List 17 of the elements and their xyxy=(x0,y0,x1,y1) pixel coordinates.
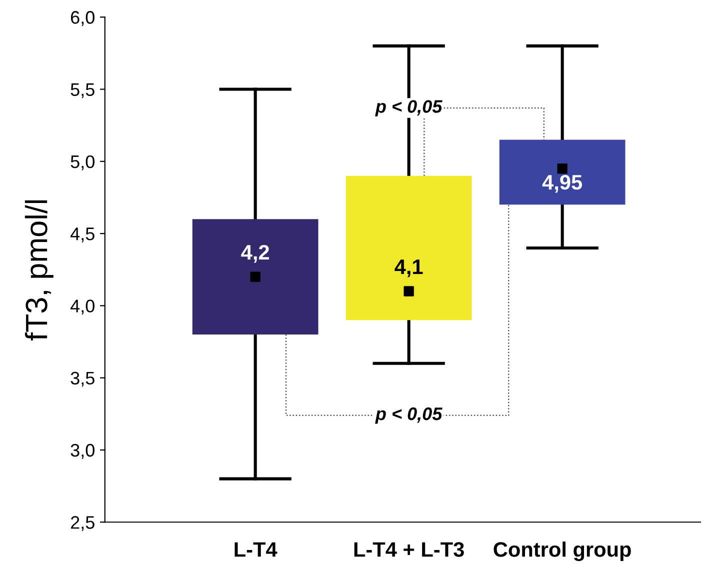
text: 4,1 xyxy=(394,260,423,278)
y-tick-label: 5,5 xyxy=(70,83,94,98)
y-tick-label: 3,0 xyxy=(70,444,94,459)
y-tick-label: 3,5 xyxy=(70,372,94,387)
y-tick-label: 2,5 xyxy=(70,516,94,531)
x-tick-label: L-T4 xyxy=(234,542,278,557)
y-tick-label: 5,0 xyxy=(70,155,94,170)
x-tick-label: Control group xyxy=(494,542,631,562)
y-tick-label: 4,0 xyxy=(70,300,94,315)
text: 4,95 xyxy=(542,174,582,193)
x-tick-label: L-T4 + L-T3 xyxy=(354,542,464,557)
y-tick-label: 4,5 xyxy=(70,228,94,242)
text: 4,2 xyxy=(241,244,269,263)
y-axis-title: fT3, pmol/l xyxy=(24,200,54,340)
y-tick-label: 6,0 xyxy=(70,11,94,26)
annotation: p < 0,05 xyxy=(375,407,442,424)
annotation: p < 0,05 xyxy=(375,100,442,116)
